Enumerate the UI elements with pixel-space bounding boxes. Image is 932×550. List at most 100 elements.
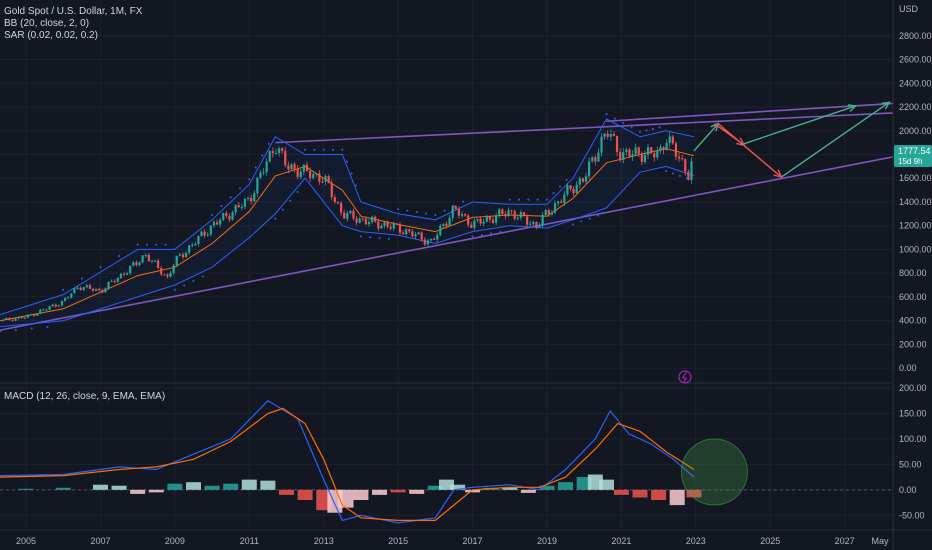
candle-body (606, 133, 609, 137)
legend-symbol[interactable]: Gold Spot / U.S. Dollar, 1M, FX (4, 6, 143, 17)
candle-body (122, 273, 126, 275)
sar-dot (638, 130, 641, 133)
highlight-circle[interactable] (680, 438, 748, 506)
macd-histogram-bar (92, 484, 108, 490)
trendline[interactable] (606, 102, 894, 123)
sar-dot (672, 172, 675, 175)
lightning-icon[interactable] (678, 370, 692, 384)
macd-histogram-bar (297, 489, 313, 500)
bb-line (0, 165, 695, 328)
candle-body (597, 152, 600, 162)
candle-body (417, 232, 420, 235)
legend[interactable]: Gold Spot / U.S. Dollar, 1M, FX BB (20, … (4, 6, 165, 402)
sar-dot (46, 325, 49, 328)
time-axis[interactable]: 2005 2007 2009 2011 2013 2015 2017 2019 2021 2023… (16, 536, 889, 546)
sar-dot (434, 214, 437, 217)
trendline[interactable] (275, 112, 894, 144)
candle-body (364, 218, 367, 225)
sar-dot (565, 179, 568, 182)
candle-body (259, 172, 262, 178)
candle-body (243, 198, 247, 207)
candle-body (339, 202, 343, 213)
candle-body (445, 223, 448, 226)
candle-body (160, 267, 163, 275)
legend-macd[interactable]: MACD (12, 26, close, 9, EMA, EMA) (4, 391, 165, 402)
sar-dot (30, 327, 33, 330)
projection-arrow[interactable] (780, 101, 890, 178)
candle-body (395, 223, 398, 225)
sar-dot (480, 233, 483, 236)
sar-dot (183, 284, 186, 287)
candle-body (420, 232, 423, 240)
legend-sar[interactable]: SAR (0.02, 0.02, 0.2) (4, 30, 98, 41)
sar-dot (220, 205, 223, 208)
candle-body (129, 265, 132, 274)
candle-body (519, 212, 523, 218)
candle-body (479, 218, 482, 224)
candle-body (110, 280, 113, 282)
price-tick-label: 200.00 (899, 339, 927, 349)
candle-body (612, 133, 616, 137)
candle-body (246, 197, 250, 199)
time-tick-label: 2013 (314, 536, 334, 546)
candle-body (454, 206, 457, 210)
candle-body (113, 280, 116, 282)
legend-bb[interactable]: BB (20, close, 2, 0) (4, 18, 89, 29)
candle-body (504, 213, 507, 217)
macd-histogram-bar (539, 485, 555, 490)
candle-body (215, 222, 219, 225)
candle-body (389, 226, 392, 229)
candle-body (308, 171, 312, 179)
sar-dot (622, 122, 625, 125)
sar-dot (155, 243, 158, 246)
candle-body (36, 313, 39, 316)
candle-body (163, 274, 166, 276)
trendline[interactable] (0, 156, 894, 331)
candle-body (54, 304, 57, 307)
candle-body (643, 154, 647, 162)
candle-body (253, 193, 256, 202)
candle-body (181, 254, 185, 258)
candle-body (464, 214, 467, 216)
projection-arrow[interactable] (693, 123, 719, 152)
candle-body (11, 319, 14, 321)
candle-body (557, 201, 560, 204)
candle-body (33, 314, 36, 316)
sar-dot (415, 211, 418, 214)
candle-body (634, 147, 637, 155)
candle-body (467, 215, 470, 225)
candle-body (625, 149, 628, 153)
price-axis[interactable]: USD 2800.00 2600.00 2400.00 2200.00 2000.00 1… (899, 4, 932, 373)
candle-body (240, 206, 243, 208)
candle-body (361, 218, 364, 220)
projection-arrow[interactable] (717, 123, 782, 178)
sar-dot (552, 192, 555, 195)
macd-axis[interactable]: 200.00 150.00 100.00 50.00 0.00 -50.00 (899, 383, 927, 520)
candle-body (516, 217, 519, 219)
macd-tick-label: 150.00 (899, 408, 927, 418)
candle-body (312, 174, 315, 179)
candle-body (656, 150, 659, 158)
candle-body (150, 260, 154, 262)
price-tick-label: 1600.00 (899, 173, 932, 183)
sar-dot (99, 266, 102, 269)
time-tick-label: 2027 (835, 536, 855, 546)
candle-body (426, 240, 429, 245)
candle-body (299, 171, 302, 178)
candle-body (70, 293, 73, 298)
candle-body (622, 152, 625, 161)
projection-arrow[interactable] (740, 105, 857, 146)
price-tick-label: 2800.00 (899, 31, 932, 41)
macd-histogram-bar (353, 489, 369, 500)
current-price-label: 1777.54 (898, 146, 931, 156)
price-tick-label: 1200.00 (899, 221, 932, 231)
price-pane (0, 101, 894, 333)
candle-body (2, 319, 5, 321)
candle-body (48, 306, 51, 310)
candle-body (532, 222, 535, 224)
sar-dot (452, 205, 455, 208)
candle-body (681, 158, 684, 160)
time-tick-label: 2021 (611, 536, 631, 546)
candle-body (51, 304, 54, 307)
sar-dot (558, 185, 561, 188)
